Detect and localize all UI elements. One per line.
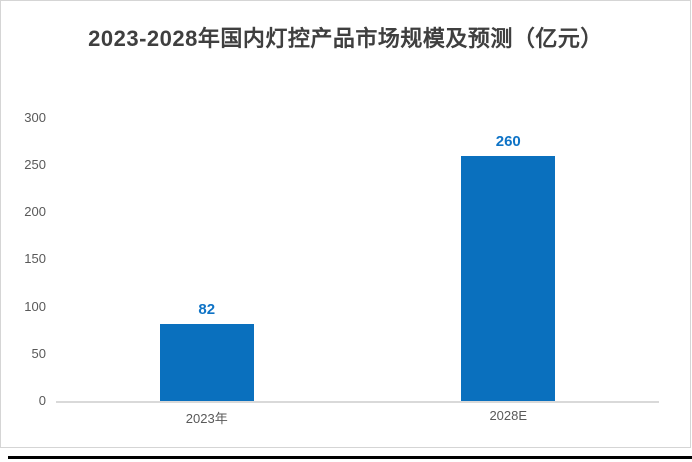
chart-title: 2023-2028年国内灯控产品市场规模及预测（亿元） bbox=[88, 26, 603, 51]
chart-card: 2023-2028年国内灯控产品市场规模及预测（亿元） 300 250 200 … bbox=[0, 0, 691, 448]
y-tick-label: 100 bbox=[24, 298, 46, 314]
x-axis: 2023年 2028E bbox=[56, 408, 659, 427]
bar-2023 bbox=[159, 323, 254, 401]
y-tick-label: 250 bbox=[24, 157, 46, 173]
bar-value-label-2028e: 260 bbox=[495, 132, 521, 150]
x-category-label-2023: 2023年 bbox=[185, 411, 228, 426]
bar-2028e bbox=[461, 155, 556, 401]
y-tick-label: 0 bbox=[38, 392, 46, 408]
y-tick-label: 300 bbox=[24, 110, 46, 125]
x-category-label-2028e: 2028E bbox=[489, 408, 528, 423]
y-tick-label: 200 bbox=[24, 204, 46, 220]
y-tick-label: 150 bbox=[24, 251, 46, 267]
bar-group-2028e: 260 bbox=[438, 118, 578, 401]
y-tick-label: 50 bbox=[31, 345, 46, 361]
plot-area: 82 260 bbox=[56, 118, 659, 403]
bar-value-label-2023: 82 bbox=[198, 300, 216, 318]
bottom-divider-line bbox=[8, 456, 692, 459]
y-axis: 300 250 200 150 100 50 0 bbox=[1, 110, 46, 409]
bar-group-2023: 82 bbox=[137, 118, 277, 401]
